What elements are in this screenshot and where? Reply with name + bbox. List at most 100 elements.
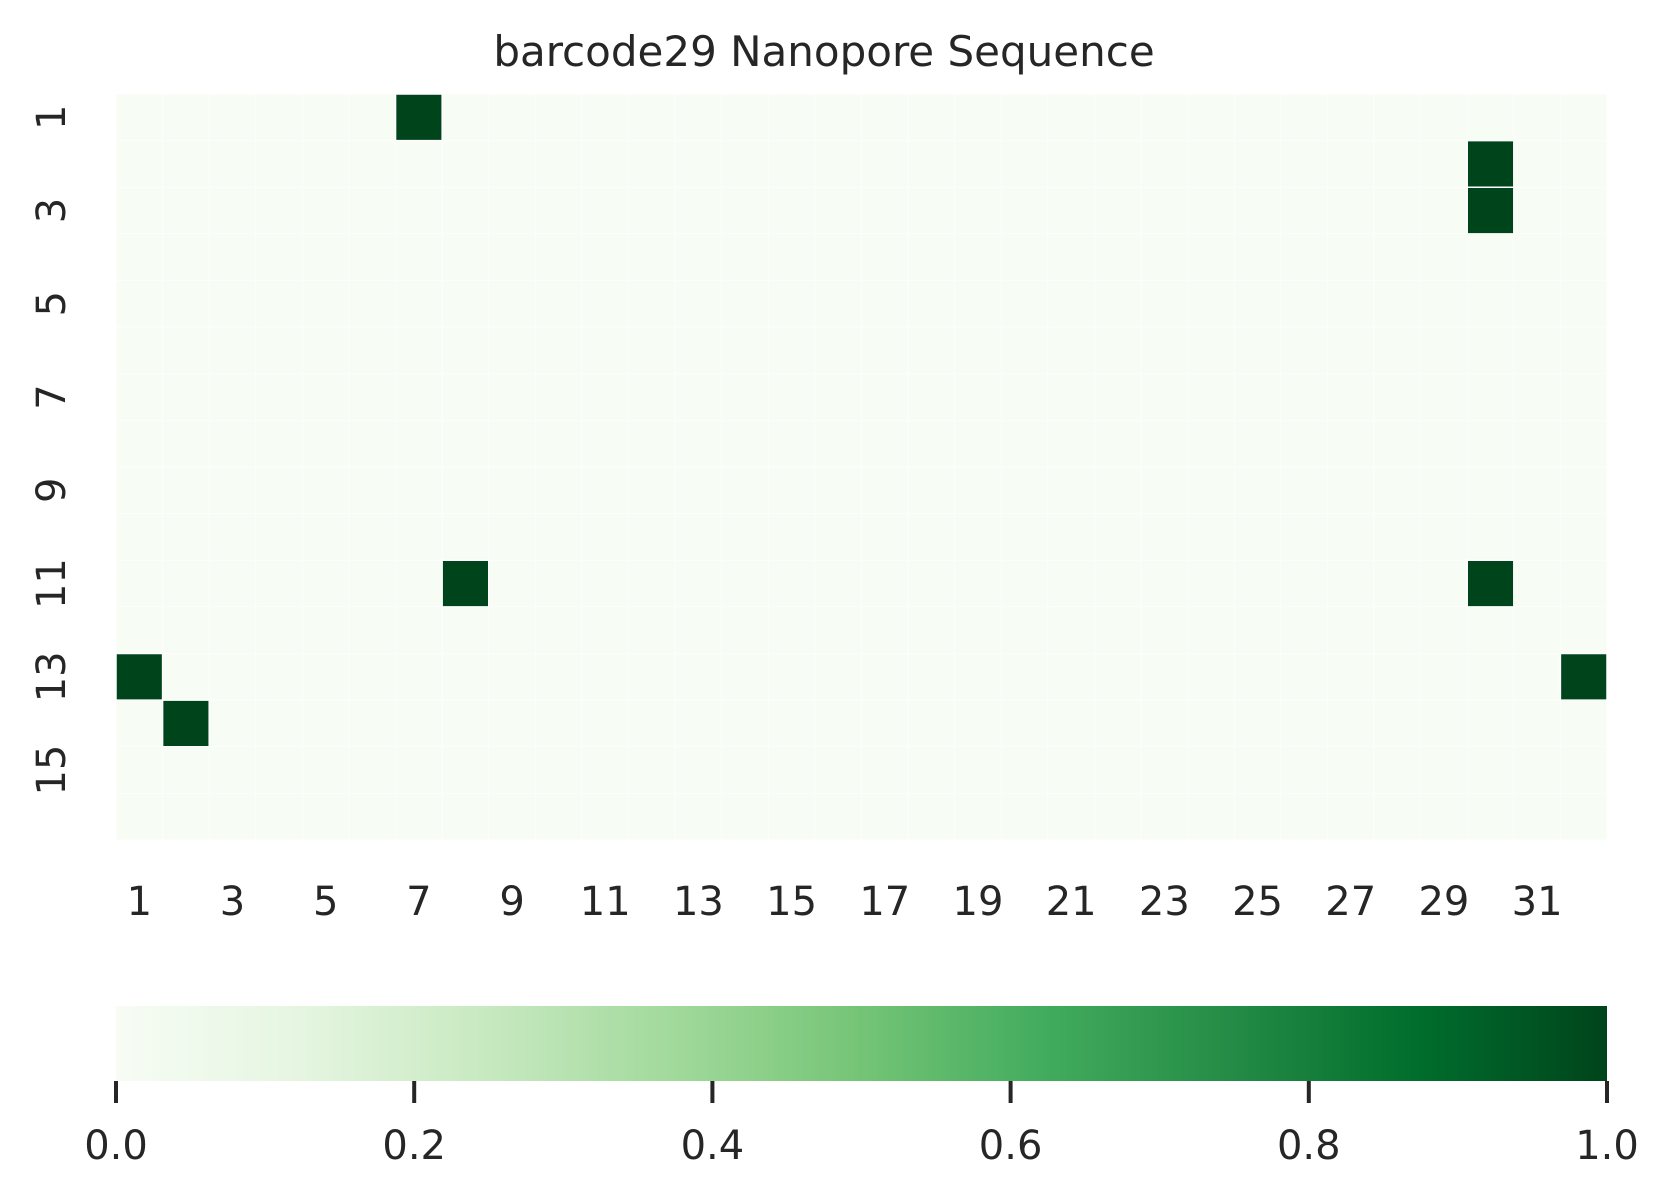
heatmap-cell (1560, 466, 1608, 514)
heatmap-cell (1000, 513, 1049, 561)
heatmap-cell (1327, 326, 1375, 375)
heatmap-cell (1560, 93, 1608, 141)
heatmap-cell (861, 140, 909, 188)
heatmap-cell (1560, 746, 1608, 794)
heatmap-cell (768, 186, 816, 235)
heatmap-cell (907, 186, 955, 235)
heatmap-cell (535, 233, 583, 281)
heatmap-cell (162, 653, 210, 701)
heatmap-cell (1094, 420, 1142, 468)
heatmap-cell (814, 699, 862, 748)
heatmap-cell (208, 466, 257, 514)
heatmap-cell (1373, 606, 1421, 654)
heatmap-cell (441, 653, 490, 701)
heatmap-cell (441, 606, 490, 654)
heatmap-cell (1094, 233, 1142, 281)
heatmap-cell (861, 746, 909, 794)
heatmap-cell (1280, 233, 1328, 281)
chart-title: barcode29 Nanopore Sequence (493, 27, 1154, 76)
heatmap-cell (674, 326, 723, 375)
column-tick-label: 27 (1325, 879, 1376, 925)
heatmap-cell (115, 466, 163, 514)
heatmap-cell (1000, 746, 1049, 794)
heatmap-cell (1000, 280, 1049, 328)
heatmap-cell (302, 606, 350, 654)
heatmap-cell (628, 746, 676, 794)
heatmap-cell (1373, 746, 1421, 794)
heatmap-cell (581, 93, 629, 141)
colorbar (116, 1006, 1607, 1081)
heatmap-cell (208, 420, 257, 468)
colorbar-tick-label: 0.6 (979, 1123, 1043, 1169)
heatmap-cell (255, 186, 303, 235)
heatmap-cell (1466, 326, 1515, 375)
heatmap-cell (162, 233, 210, 281)
heatmap-cell (115, 140, 163, 188)
heatmap-cell (441, 746, 490, 794)
heatmap-cell (1000, 653, 1049, 701)
heatmap-cell (208, 746, 257, 794)
heatmap-cell (861, 653, 909, 701)
heatmap-cell (115, 280, 163, 328)
heatmap-cell (208, 280, 257, 328)
heatmap-cell (302, 280, 350, 328)
row-tick-label: 11 (29, 558, 75, 609)
heatmap-cell (1513, 280, 1561, 328)
column-labels: 1 3 5 7 9 11 13 15 17 19 21 23 25 27 29 31 (127, 879, 1563, 925)
heatmap-cell (674, 373, 723, 421)
heatmap-cell (721, 373, 769, 421)
heatmap-cell (1233, 140, 1282, 188)
heatmap-cell (1373, 93, 1421, 141)
heatmap-cell (1280, 326, 1328, 375)
heatmap-cell (1000, 420, 1049, 468)
heatmap-cell (1560, 326, 1608, 375)
heatmap-cell (1280, 653, 1328, 701)
heatmap-cell (907, 513, 955, 561)
heatmap-cell (954, 513, 1002, 561)
heatmap-cell (581, 513, 629, 561)
heatmap-cell (302, 746, 350, 794)
heatmap-cell (768, 653, 816, 701)
heatmap-cell (954, 793, 1002, 841)
heatmap-cell (1327, 699, 1375, 748)
heatmap-cell (1280, 140, 1328, 188)
row-tick-label: 1 (29, 105, 75, 130)
heatmap-cell (814, 606, 862, 654)
heatmap-cell (1187, 793, 1235, 841)
heatmap-cell (1373, 373, 1421, 421)
heatmap-cell (255, 699, 303, 748)
row-tick-label: 3 (29, 198, 75, 223)
heatmap-cell (115, 326, 163, 375)
heatmap-cell (1047, 606, 1095, 654)
heatmap-cell (1233, 233, 1282, 281)
heatmap-cell (861, 606, 909, 654)
heatmap-cell (581, 186, 629, 235)
heatmap-cell (628, 233, 676, 281)
heatmap-cell (1233, 699, 1282, 748)
heatmap-cell (1513, 559, 1561, 608)
heatmap-cell (1187, 326, 1235, 375)
heatmap-cell (721, 513, 769, 561)
heatmap-cell (814, 280, 862, 328)
heatmap-cell (861, 186, 909, 235)
heatmap-cell (907, 606, 955, 654)
heatmap-cell (348, 420, 396, 468)
heatmap-cell (861, 466, 909, 514)
heatmap-cell (1047, 420, 1095, 468)
row-tick-label: 15 (29, 745, 75, 796)
heatmap-cell (208, 793, 257, 841)
heatmap-cell (1233, 513, 1282, 561)
heatmap-cell (1000, 186, 1049, 235)
heatmap-cell (581, 233, 629, 281)
heatmap-cell (395, 280, 443, 328)
heatmap-cell (1420, 280, 1468, 328)
heatmap-cell (581, 373, 629, 421)
heatmap-cell (162, 420, 210, 468)
heatmap-cell (1140, 699, 1188, 748)
heatmap-cell (208, 606, 257, 654)
heatmap-cell (255, 653, 303, 701)
heatmap-cell (1420, 186, 1468, 235)
heatmap-cell (628, 326, 676, 375)
heatmap-cell (1047, 746, 1095, 794)
heatmap-cell (115, 559, 163, 608)
